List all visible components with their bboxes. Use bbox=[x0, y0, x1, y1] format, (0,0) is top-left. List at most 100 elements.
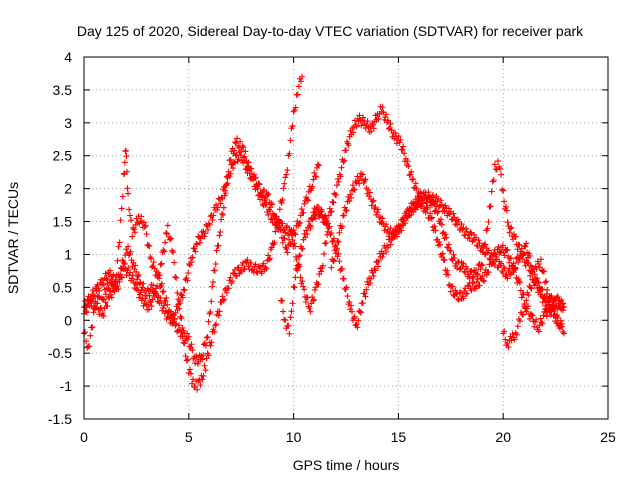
data-point bbox=[295, 264, 302, 271]
data-point bbox=[331, 257, 338, 264]
data-point bbox=[368, 202, 375, 209]
data-point bbox=[375, 206, 382, 213]
data-point bbox=[535, 279, 542, 286]
data-point bbox=[138, 213, 145, 220]
data-point bbox=[476, 240, 483, 247]
data-point bbox=[209, 283, 216, 290]
data-point bbox=[244, 256, 251, 263]
data-point bbox=[197, 382, 204, 389]
data-point bbox=[528, 285, 535, 292]
data-point bbox=[123, 153, 130, 160]
data-point bbox=[480, 242, 487, 249]
data-point bbox=[356, 112, 363, 119]
data-point bbox=[525, 292, 532, 299]
data-point bbox=[324, 228, 331, 235]
data-point bbox=[537, 315, 544, 322]
data-point bbox=[395, 229, 402, 236]
data-point bbox=[336, 258, 343, 265]
data-point bbox=[239, 142, 246, 149]
data-point bbox=[260, 260, 267, 267]
data-point bbox=[450, 291, 457, 298]
data-point bbox=[285, 322, 292, 329]
data-point bbox=[334, 182, 341, 189]
data-point bbox=[162, 239, 169, 246]
series-track-g bbox=[500, 256, 565, 351]
data-point bbox=[302, 234, 309, 241]
data-point bbox=[439, 250, 446, 257]
data-point bbox=[544, 286, 551, 293]
data-point bbox=[331, 243, 338, 250]
data-point bbox=[310, 296, 317, 303]
data-point bbox=[485, 247, 492, 254]
data-point bbox=[450, 210, 457, 217]
data-point bbox=[81, 304, 88, 311]
data-point bbox=[520, 311, 527, 318]
data-point bbox=[393, 140, 400, 147]
data-point bbox=[355, 317, 362, 324]
data-point bbox=[322, 215, 329, 222]
data-point bbox=[99, 310, 106, 317]
data-point bbox=[435, 195, 442, 202]
data-point bbox=[104, 280, 111, 287]
data-point bbox=[497, 165, 504, 172]
data-point bbox=[227, 170, 234, 177]
data-point bbox=[174, 289, 181, 296]
data-point bbox=[282, 317, 289, 324]
data-point bbox=[201, 362, 208, 369]
data-point bbox=[484, 225, 491, 232]
data-point bbox=[476, 282, 483, 289]
data-point bbox=[179, 324, 186, 331]
data-point bbox=[210, 326, 217, 333]
data-point bbox=[392, 233, 399, 240]
data-point bbox=[517, 287, 524, 294]
data-point bbox=[511, 266, 518, 273]
data-point bbox=[351, 186, 358, 193]
data-point bbox=[437, 241, 444, 248]
data-point bbox=[516, 318, 523, 325]
data-point bbox=[511, 336, 518, 343]
data-point bbox=[210, 212, 217, 219]
data-point bbox=[469, 274, 476, 281]
data-point bbox=[501, 198, 508, 205]
data-point bbox=[311, 286, 318, 293]
data-point bbox=[293, 256, 300, 263]
data-point bbox=[90, 303, 97, 310]
data-point bbox=[86, 343, 93, 350]
data-point bbox=[318, 268, 325, 275]
data-point bbox=[434, 198, 441, 205]
data-point bbox=[297, 274, 304, 281]
data-point bbox=[183, 357, 190, 364]
data-point bbox=[263, 265, 270, 272]
data-point bbox=[463, 266, 470, 273]
data-point bbox=[489, 260, 496, 267]
data-point bbox=[499, 242, 506, 249]
data-point bbox=[369, 198, 376, 205]
data-point bbox=[162, 308, 169, 315]
data-point bbox=[315, 162, 322, 169]
data-point bbox=[498, 260, 505, 267]
data-point bbox=[271, 239, 278, 246]
data-point bbox=[127, 212, 134, 219]
data-point bbox=[296, 252, 303, 259]
data-point bbox=[339, 265, 346, 272]
data-point bbox=[309, 183, 316, 190]
data-point bbox=[539, 320, 546, 327]
data-point bbox=[148, 303, 155, 310]
data-point bbox=[379, 104, 386, 111]
data-point bbox=[408, 168, 415, 175]
data-point bbox=[448, 255, 455, 262]
data-point bbox=[487, 203, 494, 210]
data-point bbox=[346, 298, 353, 305]
data-point bbox=[503, 247, 510, 254]
data-point bbox=[444, 267, 451, 274]
data-point bbox=[370, 197, 377, 204]
data-point bbox=[298, 245, 305, 252]
data-point bbox=[258, 192, 265, 199]
data-point bbox=[348, 308, 355, 315]
data-point bbox=[405, 163, 412, 170]
data-point bbox=[163, 230, 170, 237]
data-point bbox=[331, 235, 338, 242]
data-point bbox=[507, 271, 514, 278]
data-point bbox=[477, 265, 484, 272]
data-point bbox=[294, 91, 301, 98]
